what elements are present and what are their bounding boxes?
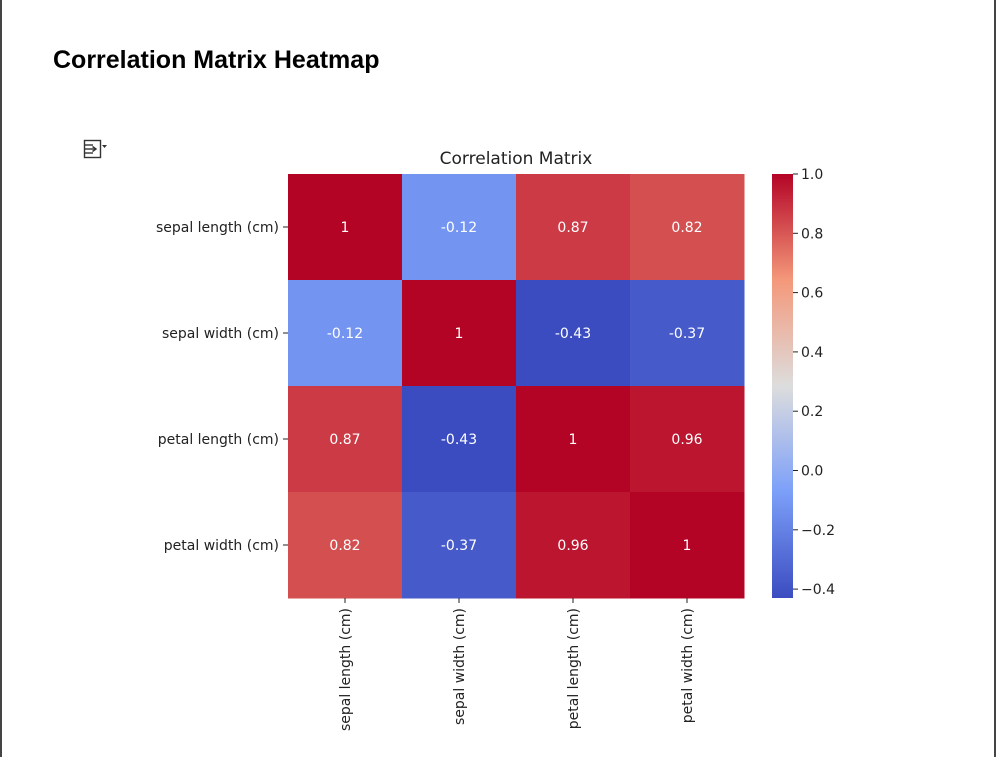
cell-annotation: -0.43 <box>555 326 591 342</box>
cell-annotation: 0.96 <box>671 432 702 448</box>
cell-annotation: -0.43 <box>441 432 477 448</box>
cell-annotation: 1 <box>569 432 578 448</box>
colorbar-tick-label: 0.4 <box>801 345 823 361</box>
cell-annotation: 0.96 <box>557 538 588 554</box>
colorbar-tick-label: 1.0 <box>801 167 823 183</box>
heatmap-cell <box>516 386 631 493</box>
y-tick-label: sepal width (cm) <box>162 326 279 342</box>
heatmap-cell <box>402 174 517 281</box>
cell-annotation: 1 <box>455 326 464 342</box>
x-tick-label: petal width (cm) <box>680 608 696 723</box>
heatmap-cell <box>402 492 517 599</box>
y-tick-label: petal length (cm) <box>158 432 279 448</box>
cell-annotation: 0.82 <box>671 220 702 236</box>
cell-annotation: 0.87 <box>329 432 360 448</box>
cell-annotation: -0.12 <box>327 326 363 342</box>
colorbar-tick-label: 0.0 <box>801 464 823 480</box>
cell-annotation: 1 <box>683 538 692 554</box>
y-tick-label: sepal length (cm) <box>156 220 279 236</box>
output-toggle-icon[interactable] <box>82 138 108 160</box>
cell-annotation: -0.37 <box>669 326 705 342</box>
x-tick-label: sepal length (cm) <box>338 608 354 731</box>
heatmap-cell <box>630 174 745 281</box>
heatmap-cell <box>516 492 631 599</box>
cell-annotation: -0.37 <box>441 538 477 554</box>
x-tick-label: petal length (cm) <box>566 608 582 729</box>
heatmap-cell <box>402 280 517 387</box>
heatmap-cell <box>288 492 403 599</box>
colorbar-tick-label: 0.2 <box>801 404 823 420</box>
colorbar-tick-label: −0.2 <box>801 523 835 539</box>
heatmap-cell <box>630 386 745 493</box>
heatmap-cell <box>630 280 745 387</box>
cell-annotation: 0.87 <box>557 220 588 236</box>
cell-annotation: 1 <box>341 220 350 236</box>
cell-annotation: -0.12 <box>441 220 477 236</box>
chart-title: Correlation Matrix <box>440 149 593 169</box>
colorbar-tick-label: 0.6 <box>801 286 823 302</box>
colorbar <box>772 174 793 598</box>
heatmap-cell <box>630 492 745 599</box>
heatmap-cell <box>402 386 517 493</box>
heatmap-cell <box>516 174 631 281</box>
page-title: Correlation Matrix Heatmap <box>53 46 380 74</box>
x-tick-label: sepal width (cm) <box>452 608 468 725</box>
heatmap-cell <box>288 280 403 387</box>
colorbar-tick-label: 0.8 <box>801 226 823 242</box>
cell-annotation: 0.82 <box>329 538 360 554</box>
colorbar-tick-label: −0.4 <box>801 582 835 598</box>
heatmap-cell <box>516 280 631 387</box>
heatmap-cell <box>288 386 403 493</box>
heatmap-cell <box>288 174 403 281</box>
y-tick-label: petal width (cm) <box>164 538 279 554</box>
